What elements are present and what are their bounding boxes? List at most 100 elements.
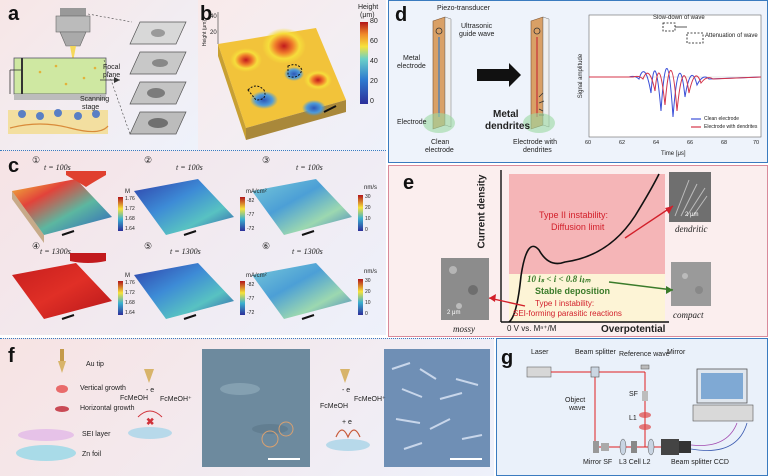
panel-c-label: c — [8, 155, 20, 177]
x-tick: 70 — [753, 140, 760, 146]
panel-a-label: a — [8, 3, 20, 25]
x-tick: 66 — [687, 140, 694, 146]
legend-dendrites: Electrode with dendrites — [704, 124, 758, 130]
plot-ylabel: Signal amplitude — [578, 53, 585, 99]
cbar-tick: -82 — [247, 282, 255, 288]
cbar-tick: 1.72 — [125, 206, 135, 212]
colorbar-tick: 0 — [370, 98, 374, 105]
type2-desc: Diffusion limit — [551, 222, 605, 232]
scanning-stage-label-2: stage — [82, 104, 100, 111]
concentration-maps — [12, 171, 363, 320]
scale-bar-label: 2 μm — [685, 212, 699, 218]
au-tip-label: Au tip — [86, 361, 104, 368]
lens-cell-label: L3 Cell L2 — [619, 459, 651, 466]
cbar-tick: -72 — [247, 226, 255, 232]
panel-f: f ✖ Au tip Vertical growth Horizontal gr… — [0, 338, 494, 476]
map-number: ⑥ — [262, 241, 271, 251]
cbar-tick: 1.68 — [125, 300, 135, 306]
panel-e-label: e — [403, 172, 415, 194]
cbar-tick: -72 — [247, 310, 255, 316]
zn-foil-label: Zn foil — [82, 451, 102, 458]
clean-electrode-label-1: Clean — [431, 139, 450, 146]
colorbar-unit: mA/cm² — [246, 189, 267, 195]
cbar-tick: 1.64 — [125, 310, 135, 316]
colorbar-unit: (μm) — [360, 12, 375, 19]
mirror-sf-label: Mirror SF — [583, 459, 613, 466]
focal-plane-label-1: Focal — [103, 64, 121, 71]
map-number: ② — [144, 155, 153, 165]
current-overpotential-plot — [441, 170, 711, 323]
stable-desc: Stable deposition — [535, 286, 611, 296]
x-axis-label: Overpotential — [601, 324, 666, 335]
ultrasonic-electrode-diagram — [423, 14, 762, 138]
cbar-tick: 30 — [365, 278, 371, 284]
colorbar-tick: 80 — [370, 18, 378, 25]
time-label: t = 1300s — [170, 247, 201, 256]
panel-f-label: f — [8, 345, 15, 367]
type1-title: Type I instability: — [535, 299, 595, 308]
panel-b: b Height (μm) — [198, 0, 386, 150]
colorbar-ticks: 80 60 40 20 0 — [370, 18, 384, 108]
reference-wave-label: Reference wave — [619, 351, 670, 358]
horizontal-growth-label: Horizontal growth — [80, 405, 135, 412]
microscope-setup-diagram — [8, 8, 187, 135]
sei-growth-diagram: ✖ — [16, 349, 490, 467]
time-label: t = 100s — [44, 163, 71, 172]
cbar-tick: 1.76 — [125, 280, 135, 286]
height-map-3d — [217, 12, 368, 140]
y-tick: 40 — [210, 14, 217, 20]
focal-plane-label-2: plane — [103, 72, 121, 79]
dendrite-electrode-label-1: Electrode with — [513, 139, 557, 146]
scanning-stage-label-1: Scanning — [80, 96, 110, 103]
cbar-tick: -77 — [247, 212, 255, 218]
panel-d-label: d — [395, 4, 408, 26]
fcmeoh-plus-label-2: FcMeOH⁺ — [354, 396, 386, 403]
svg-text:✖: ✖ — [146, 417, 154, 428]
panel-a: a Focal plane Scanning — [0, 0, 198, 150]
cbar-tick: 0 — [365, 227, 368, 233]
panel-g: g Laser Beam splitter Reference wave Mir… — [496, 338, 768, 476]
map-number: ⑤ — [144, 241, 153, 251]
cbar-tick: 30 — [365, 194, 371, 200]
time-label: t = 1300s — [292, 247, 323, 256]
clean-electrode-label-2: electrode — [425, 147, 454, 154]
colorbar-tick: 60 — [370, 38, 378, 45]
electrode-label: Electrode — [397, 119, 427, 126]
time-label: t = 100s — [296, 163, 323, 172]
colorbar-unit: M — [125, 189, 130, 195]
type1-desc: SEI-forming parasitic reactions — [513, 309, 622, 318]
object-wave-label-1: Object — [565, 397, 586, 404]
x-tick: 60 — [585, 140, 592, 146]
cbar-tick: 20 — [365, 205, 371, 211]
map-number: ④ — [32, 241, 41, 251]
guide-wave-label-2: guide wave — [459, 31, 495, 38]
colorbar-tick: 40 — [370, 58, 378, 65]
colorbar-unit: M — [125, 273, 130, 279]
slowdown-annotation: Slow-down of wave — [653, 15, 705, 21]
compact-label: compact — [673, 310, 704, 320]
beam-splitter-ccd-label: Beam splitter CCD — [671, 459, 729, 466]
cbar-tick: 1.64 — [125, 226, 135, 232]
metal-dendrites-label-2: dendrites — [485, 121, 531, 132]
cbar-tick: -82 — [247, 198, 255, 204]
y-axis-label: Height (μm) — [202, 19, 209, 47]
cbar-tick: 1.76 — [125, 196, 135, 202]
cbar-tick: -77 — [247, 296, 255, 302]
electron-plus-label: + e — [342, 419, 352, 426]
x-tick: 64 — [653, 140, 660, 146]
dendritic-label: dendritic — [675, 224, 708, 234]
laser-label: Laser — [531, 349, 549, 356]
colorbar-unit: nm/s — [364, 269, 378, 275]
x-tick: 68 — [721, 140, 728, 146]
electron-minus-label: - e — [146, 387, 155, 394]
scale-bar-label: 2 μm — [447, 310, 461, 316]
plot-xlabel: Time [μs] — [661, 151, 686, 157]
stable-range: 10 iₛ < i < 0.8 iₗᵢₘ — [527, 274, 591, 284]
colorbar-tick: 20 — [370, 78, 378, 85]
fcmeoh-label: FcMeOH — [120, 395, 148, 402]
origin-label: 0 V vs. Mⁿ⁺/M — [507, 324, 557, 333]
map-number: ① — [32, 155, 41, 165]
metal-electrode-label-1: Metal — [403, 55, 421, 62]
colorbar-unit: mA/cm² — [246, 273, 267, 279]
legend-clean: Clean electrode — [704, 116, 740, 122]
